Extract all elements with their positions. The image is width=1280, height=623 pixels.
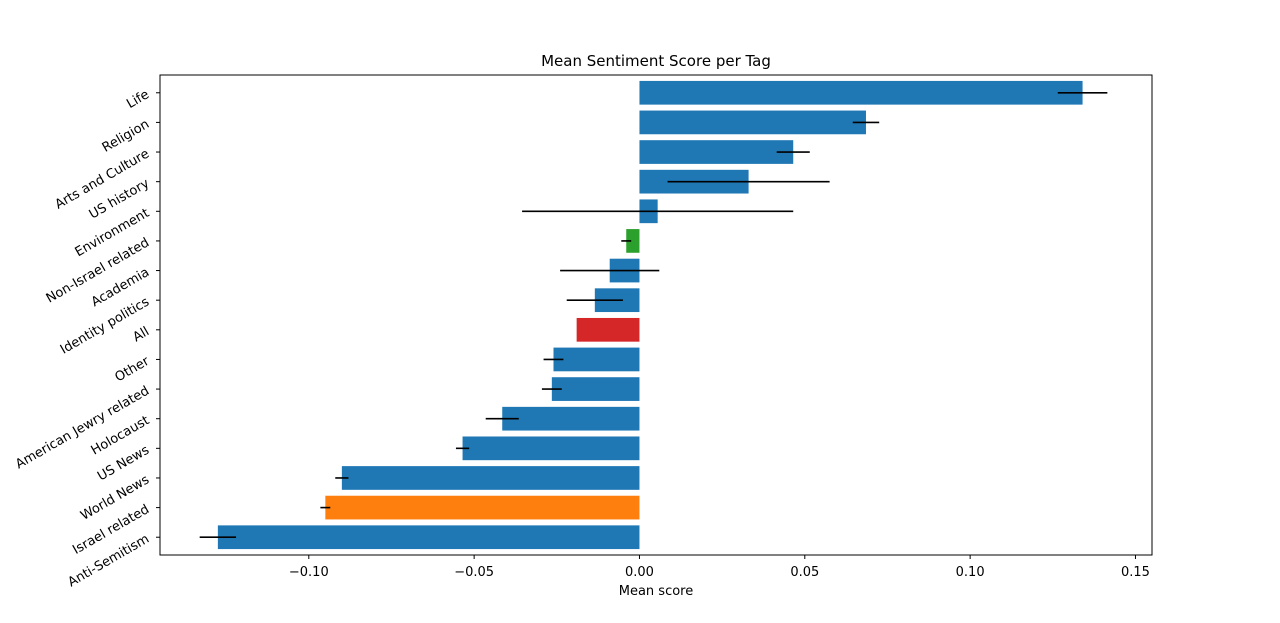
bar-non-israel-related — [626, 229, 640, 253]
bar-all — [576, 317, 640, 342]
x-tick-label: 0.10 — [956, 565, 985, 580]
bar-life — [639, 80, 1083, 105]
y-tick-label: Other — [113, 354, 153, 386]
error-bars-layer — [199, 91, 1108, 539]
bar-world-news — [341, 466, 640, 490]
x-tick-label: 0.15 — [1121, 565, 1150, 580]
x-tick-label: 0.05 — [790, 565, 819, 580]
bar-religion — [639, 110, 866, 135]
bar-us-news — [462, 436, 640, 461]
bar-american-jewry-related — [551, 377, 640, 401]
y-tick-label: Life — [124, 87, 152, 112]
y-tick-label: All — [131, 324, 152, 345]
plot-frame — [159, 74, 1153, 556]
x-tick-label: −0.10 — [289, 565, 329, 580]
x-tick-label: 0.00 — [625, 565, 654, 580]
x-tick-label: −0.05 — [454, 565, 494, 580]
bars-layer — [217, 80, 1083, 550]
bar-holocaust — [502, 406, 640, 431]
bar-israel-related — [325, 495, 640, 520]
bar-arts-and-culture — [639, 140, 794, 164]
x-axis-label: Mean score — [619, 584, 693, 599]
bar-anti-semitism — [217, 525, 640, 550]
x-axis-ticks: −0.10 −0.05 0.00 0.05 0.10 0.15 — [289, 555, 1150, 580]
bar-other — [553, 347, 640, 372]
chart-title: Mean Sentiment Score per Tag — [541, 52, 771, 70]
